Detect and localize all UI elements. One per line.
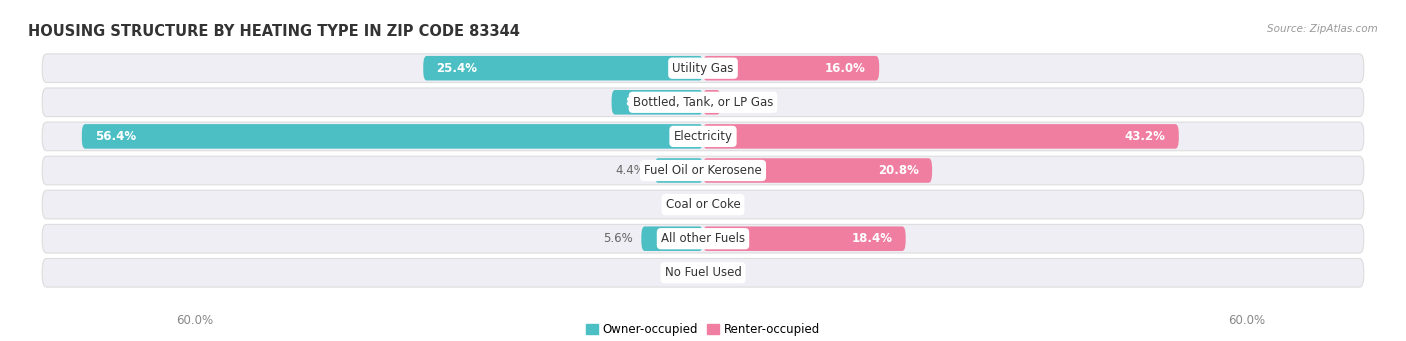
- Text: Source: ZipAtlas.com: Source: ZipAtlas.com: [1267, 24, 1378, 34]
- FancyBboxPatch shape: [641, 226, 703, 251]
- FancyBboxPatch shape: [42, 122, 1364, 151]
- Text: 43.2%: 43.2%: [1125, 130, 1166, 143]
- Legend: Owner-occupied, Renter-occupied: Owner-occupied, Renter-occupied: [586, 324, 820, 337]
- Text: 8.3%: 8.3%: [624, 96, 658, 109]
- FancyBboxPatch shape: [612, 90, 703, 115]
- FancyBboxPatch shape: [703, 90, 721, 115]
- Text: 5.6%: 5.6%: [603, 232, 633, 245]
- Text: 20.8%: 20.8%: [877, 164, 920, 177]
- Text: 0.0%: 0.0%: [711, 266, 741, 279]
- Text: 25.4%: 25.4%: [436, 62, 478, 75]
- Text: All other Fuels: All other Fuels: [661, 232, 745, 245]
- Text: 0.0%: 0.0%: [665, 266, 695, 279]
- FancyBboxPatch shape: [42, 258, 1364, 287]
- Text: 16.0%: 16.0%: [825, 62, 866, 75]
- FancyBboxPatch shape: [703, 158, 932, 183]
- Text: 18.4%: 18.4%: [852, 232, 893, 245]
- Text: Bottled, Tank, or LP Gas: Bottled, Tank, or LP Gas: [633, 96, 773, 109]
- FancyBboxPatch shape: [42, 224, 1364, 253]
- Text: Fuel Oil or Kerosene: Fuel Oil or Kerosene: [644, 164, 762, 177]
- FancyBboxPatch shape: [42, 190, 1364, 219]
- Text: 60.0%: 60.0%: [1229, 314, 1265, 327]
- Text: 4.4%: 4.4%: [616, 164, 645, 177]
- Text: 0.0%: 0.0%: [711, 198, 741, 211]
- FancyBboxPatch shape: [423, 56, 703, 80]
- FancyBboxPatch shape: [655, 158, 703, 183]
- Text: 56.4%: 56.4%: [96, 130, 136, 143]
- Text: 0.0%: 0.0%: [665, 198, 695, 211]
- Text: No Fuel Used: No Fuel Used: [665, 266, 741, 279]
- Text: Electricity: Electricity: [673, 130, 733, 143]
- FancyBboxPatch shape: [42, 156, 1364, 185]
- Text: 60.0%: 60.0%: [176, 314, 212, 327]
- FancyBboxPatch shape: [42, 54, 1364, 83]
- FancyBboxPatch shape: [703, 56, 879, 80]
- FancyBboxPatch shape: [703, 226, 905, 251]
- FancyBboxPatch shape: [82, 124, 703, 149]
- Text: HOUSING STRUCTURE BY HEATING TYPE IN ZIP CODE 83344: HOUSING STRUCTURE BY HEATING TYPE IN ZIP…: [28, 24, 520, 39]
- FancyBboxPatch shape: [703, 124, 1178, 149]
- Text: Coal or Coke: Coal or Coke: [665, 198, 741, 211]
- Text: 1.6%: 1.6%: [730, 96, 759, 109]
- Text: Utility Gas: Utility Gas: [672, 62, 734, 75]
- FancyBboxPatch shape: [42, 88, 1364, 117]
